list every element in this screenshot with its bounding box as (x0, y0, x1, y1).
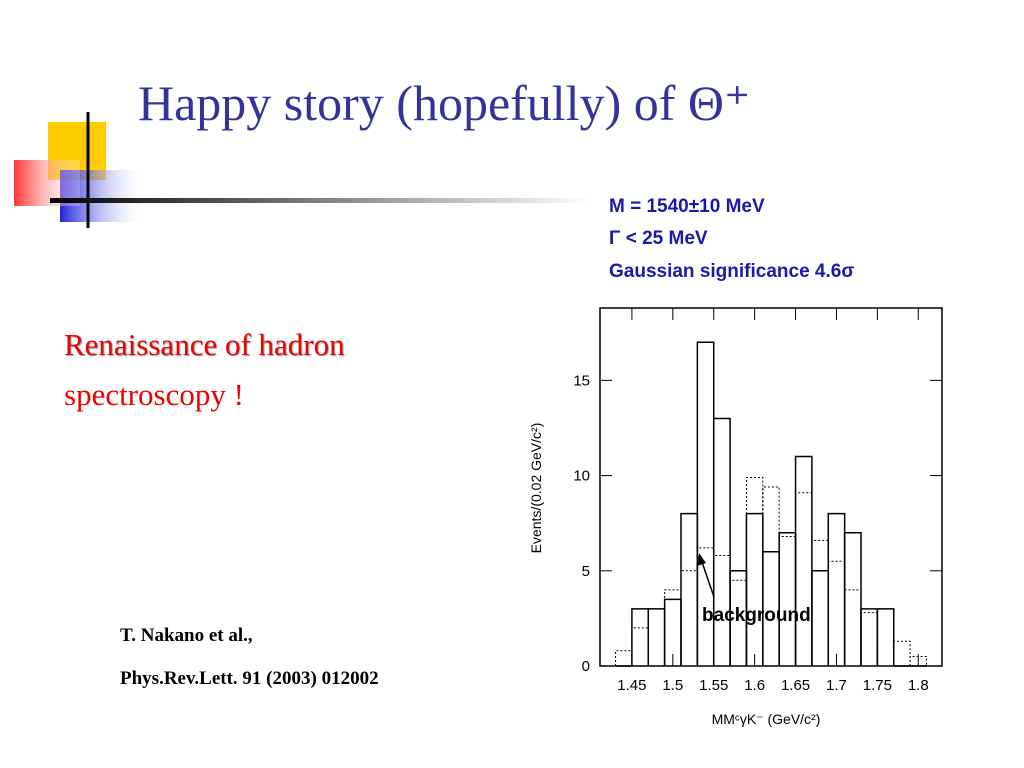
y-tick-label: 5 (582, 563, 590, 580)
x-tick-label: 1.65 (781, 677, 810, 694)
y-axis-label: Events/(0.02 GeV/c²) (528, 423, 544, 554)
histogram-bin (909, 655, 927, 666)
x-tick-label: 1.55 (699, 677, 728, 694)
x-tick-label: 1.5 (662, 677, 683, 694)
y-tick-label: 0 (582, 658, 590, 675)
x-tick-label: 1.7 (826, 677, 847, 694)
histogram-bin (827, 512, 846, 666)
histogram-bin (893, 640, 911, 666)
histogram-bin (794, 455, 813, 666)
histogram-bin (811, 570, 830, 666)
histogram-bin (795, 492, 813, 666)
histogram-bin (729, 579, 747, 666)
x-tick-label: 1.45 (617, 677, 646, 694)
histogram-bin (811, 539, 829, 666)
slide-title: Happy story (hopefully) of Θ⁺ (138, 75, 750, 131)
arrow-label: background (702, 605, 811, 626)
arrow (697, 553, 715, 598)
decoration (14, 112, 590, 228)
histogram-bin (827, 560, 846, 666)
plot-frame (599, 307, 943, 667)
histogram-bin (664, 589, 682, 666)
histogram-bin (876, 608, 895, 666)
histogram-bin (778, 536, 797, 666)
histogram-bin (860, 608, 879, 666)
x-tick-label: 1.6 (744, 677, 765, 694)
histogram-bin (647, 608, 666, 666)
annotation: Γ < 25 MeV (609, 228, 708, 249)
x-tick-label: 1.8 (908, 677, 929, 694)
histogram-bin (745, 512, 764, 666)
histogram-bin (680, 570, 698, 666)
y-tick-label: 10 (573, 468, 590, 485)
x-tick-label: 1.75 (863, 677, 892, 694)
reference: T. Nakano et al., (120, 625, 253, 646)
x-axis-label: MMᶜγK⁻ (GeV/c²) (712, 711, 821, 727)
histogram-bin (696, 547, 715, 666)
histogram-bin (745, 476, 764, 666)
histogram-bin (844, 589, 862, 666)
histogram-bin (778, 531, 797, 666)
annotation: Gaussian significance 4.6σ (609, 261, 854, 282)
histogram-bin (631, 627, 649, 666)
histogram-bin (876, 608, 895, 666)
headline: Renaissance of hadron (64, 327, 345, 362)
headline: spectroscopy ! (64, 377, 244, 412)
annotation: M = 1540±10 MeV (609, 196, 765, 217)
reference: Phys.Rev.Lett. 91 (2003) 012002 (120, 668, 379, 689)
histogram-bin (762, 486, 780, 666)
y-tick-label: 15 (573, 372, 590, 389)
histogram-bin (615, 650, 633, 666)
histogram-bin (647, 608, 666, 666)
histogram-bin (860, 612, 878, 666)
histogram-bin (680, 512, 699, 666)
histogram-bin (631, 608, 650, 666)
histogram-bin (712, 417, 731, 666)
histogram-bin (843, 531, 862, 666)
